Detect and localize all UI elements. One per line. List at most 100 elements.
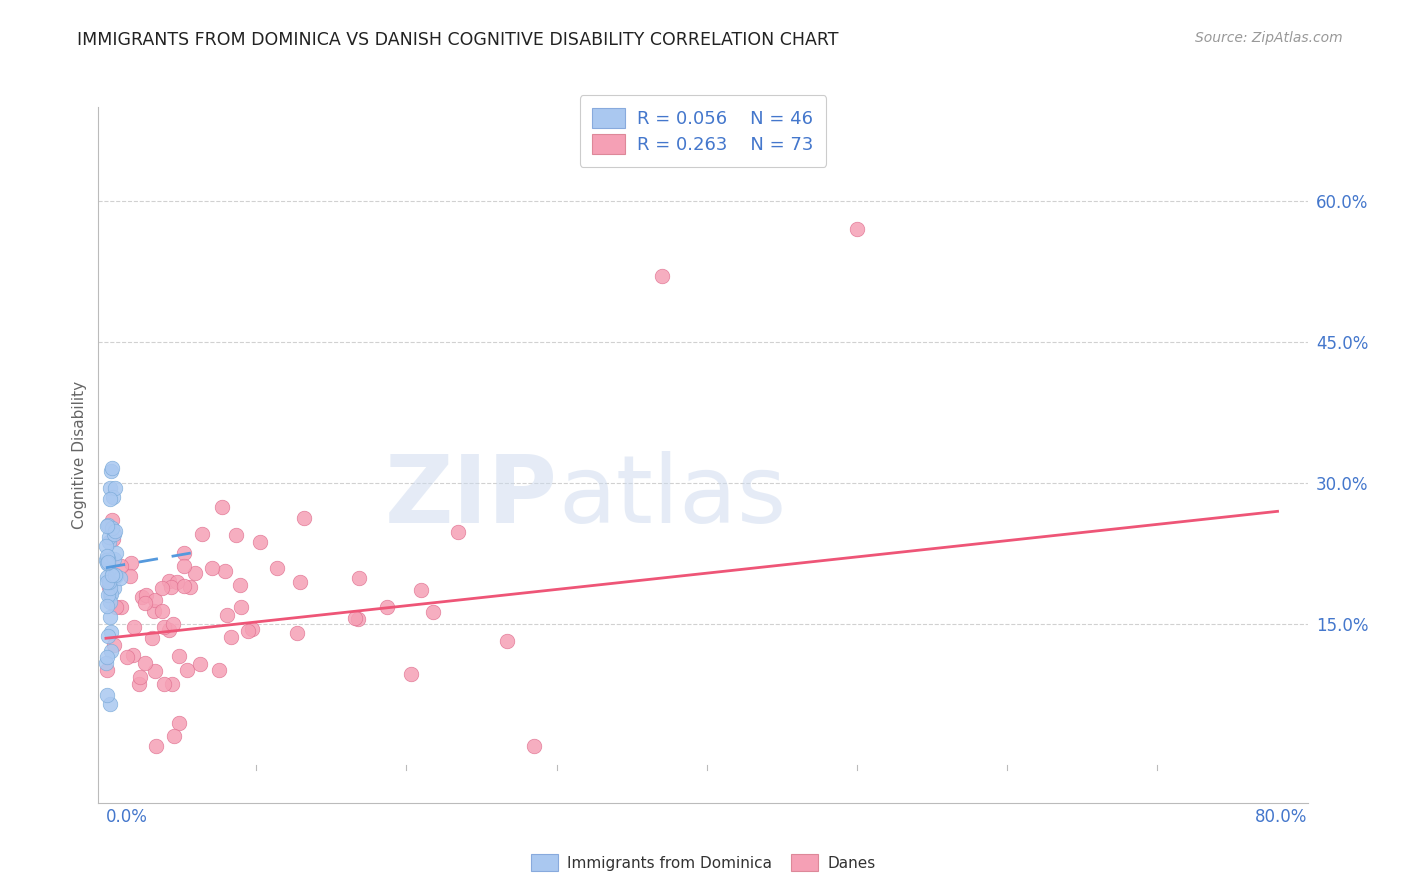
Point <box>98 574 121 589</box>
Point <box>266 560 288 574</box>
Point <box>98 575 121 590</box>
Point <box>115 650 138 665</box>
Point <box>104 568 127 582</box>
Point <box>176 663 198 677</box>
Point <box>157 624 180 638</box>
Point <box>96 688 118 702</box>
Point <box>523 739 546 754</box>
Point <box>104 569 127 583</box>
Point <box>100 566 122 581</box>
Point <box>104 524 127 538</box>
Legend: R = 0.056    N = 46, R = 0.263    N = 73: R = 0.056 N = 46, R = 0.263 N = 73 <box>579 95 827 167</box>
Point <box>142 604 165 618</box>
Point <box>96 649 118 664</box>
Point <box>249 535 271 549</box>
Point <box>159 580 181 594</box>
Point <box>179 580 201 594</box>
Point <box>110 559 132 574</box>
Point <box>228 578 250 592</box>
Point <box>97 557 120 571</box>
Point <box>97 517 120 532</box>
Point <box>150 581 173 595</box>
Point <box>173 546 195 560</box>
Point <box>399 667 422 681</box>
Point <box>347 612 370 626</box>
Point <box>98 581 121 595</box>
Point <box>343 611 366 625</box>
Point <box>100 513 122 527</box>
Point <box>101 567 124 582</box>
Point <box>162 617 184 632</box>
Point <box>96 518 118 533</box>
Point <box>96 574 118 589</box>
Point <box>229 599 252 614</box>
Point <box>651 269 673 284</box>
Point <box>96 599 118 614</box>
Point <box>97 588 120 602</box>
Point <box>201 561 224 575</box>
Point <box>101 533 124 547</box>
Point <box>97 530 120 544</box>
Point <box>184 566 207 581</box>
Point <box>150 604 173 618</box>
Y-axis label: Cognitive Disability: Cognitive Disability <box>72 381 87 529</box>
Point <box>120 556 142 570</box>
Point <box>135 588 157 602</box>
Point <box>166 575 188 590</box>
Text: Source: ZipAtlas.com: Source: ZipAtlas.com <box>1195 31 1343 45</box>
Point <box>215 608 238 623</box>
Point <box>214 564 236 578</box>
Point <box>122 620 145 634</box>
Point <box>411 582 433 597</box>
Point <box>105 546 128 560</box>
Point <box>118 568 141 582</box>
Point <box>292 511 315 525</box>
Point <box>97 555 120 569</box>
Point <box>240 622 263 636</box>
Point <box>122 648 145 662</box>
Point <box>145 739 167 754</box>
Point <box>97 552 120 566</box>
Point <box>225 527 247 541</box>
Point <box>96 553 118 567</box>
Point <box>110 600 132 615</box>
Text: IMMIGRANTS FROM DOMINICA VS DANISH COGNITIVE DISABILITY CORRELATION CHART: IMMIGRANTS FROM DOMINICA VS DANISH COGNI… <box>77 31 839 49</box>
Point <box>100 481 122 495</box>
Point <box>134 657 156 671</box>
Point <box>96 663 118 677</box>
Point <box>285 625 308 640</box>
Point <box>103 638 125 652</box>
Point <box>347 571 370 585</box>
Point <box>100 464 122 478</box>
Text: 80.0%: 80.0% <box>1256 807 1308 825</box>
Point <box>96 556 118 570</box>
Point <box>173 558 195 573</box>
Point <box>98 595 121 609</box>
Point <box>163 729 186 743</box>
Point <box>103 581 125 595</box>
Point <box>108 571 131 585</box>
Point <box>846 222 869 236</box>
Point <box>141 632 163 646</box>
Point <box>103 490 125 504</box>
Point <box>496 634 519 648</box>
Point <box>103 526 125 541</box>
Point <box>103 552 125 566</box>
Text: 0.0%: 0.0% <box>105 807 148 825</box>
Point <box>134 596 156 610</box>
Point <box>104 482 127 496</box>
Point <box>173 579 195 593</box>
Point <box>98 535 121 549</box>
Point <box>100 625 122 640</box>
Point <box>219 630 242 644</box>
Point <box>377 600 399 615</box>
Legend: Immigrants from Dominica, Danes: Immigrants from Dominica, Danes <box>524 848 882 877</box>
Point <box>422 605 444 619</box>
Point <box>167 648 190 663</box>
Point <box>128 669 150 683</box>
Point <box>100 644 122 658</box>
Point <box>98 491 121 506</box>
Point <box>97 629 120 643</box>
Point <box>128 677 150 691</box>
Point <box>100 697 122 711</box>
